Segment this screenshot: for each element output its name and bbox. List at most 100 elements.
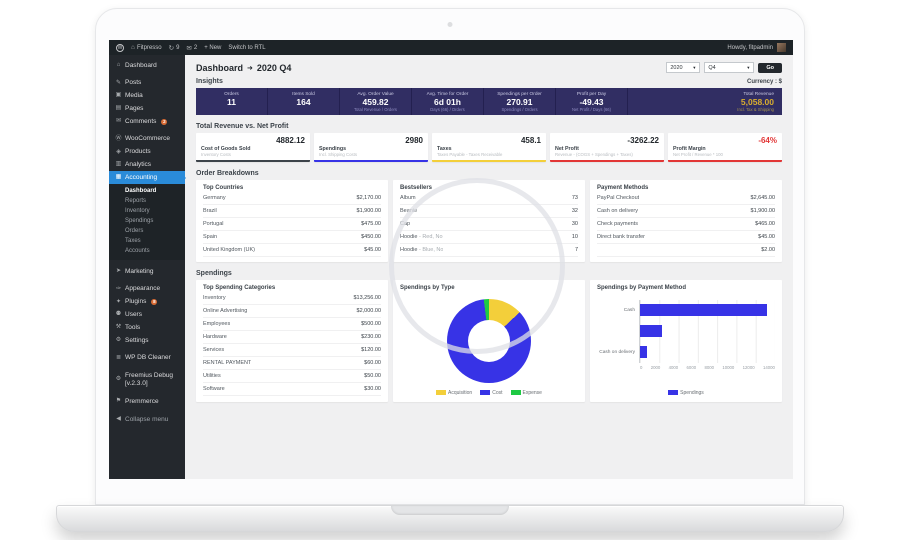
comments-badge: 2 bbox=[161, 118, 168, 125]
legend-swatch-acquisition bbox=[436, 390, 447, 396]
submenu-item-reports[interactable]: Reports bbox=[125, 198, 147, 205]
sidebar-item-wp-db-cleaner[interactable]: ≣ WP DB Cleaner bbox=[109, 352, 185, 365]
card-cost-of-goods-sold: 4882.12 Cost of Goods Sold Inventory Cos… bbox=[196, 132, 310, 162]
page-title: Dashboard ➜ 2020 Q4 bbox=[196, 62, 292, 73]
bar-cash-on-delivery bbox=[640, 346, 647, 359]
bar-legend: Spendings bbox=[597, 388, 775, 397]
table-row: Album 73 bbox=[400, 192, 578, 205]
spendings-by-type-panel: Spendings by Type Acquisition Cost Expen… bbox=[393, 279, 585, 402]
insight-cell-spendings-per-order: Spendings per Order 270.91 Spendings / O… bbox=[484, 88, 555, 115]
quarter-select[interactable]: Q4 ▼ bbox=[704, 62, 755, 73]
bar-cash bbox=[640, 304, 768, 317]
sidebar-item-comments[interactable]: ✉ Comments 2 bbox=[109, 115, 185, 128]
sidebar-item-collapse-menu[interactable]: ◀ Collapse menu bbox=[109, 413, 185, 426]
sidebar-item-woocommerce[interactable]: Ⓦ WooCommerce bbox=[109, 133, 185, 146]
sidebar-item-media[interactable]: ▣ Media bbox=[109, 90, 185, 103]
sidebar-item-plugins[interactable]: ✦ Plugins 8 bbox=[109, 296, 185, 309]
laptop-notch bbox=[391, 506, 509, 515]
home-icon: ⌂ bbox=[131, 44, 135, 51]
new-content-link[interactable]: + New bbox=[204, 44, 222, 51]
bar-chart: Cash Cash on delivery 0 2000 4000 6000 8000 1… bbox=[597, 299, 775, 370]
screen: W ⌂ Fitpresso ↻ 9 ✉ 2 + New Switch to RT… bbox=[109, 40, 793, 479]
submenu-item-accounts[interactable]: Accounts bbox=[125, 248, 150, 255]
arrow-right-icon: ➜ bbox=[247, 64, 253, 72]
laptop-lid: W ⌂ Fitpresso ↻ 9 ✉ 2 + New Switch to RT… bbox=[95, 8, 805, 505]
updates-icon: ↻ bbox=[168, 44, 175, 52]
card-spendings: 2980 Spendings Incl. Shipping Costs bbox=[314, 132, 428, 162]
currency-label: Currency : $ bbox=[746, 78, 782, 85]
table-row: Cash on delivery $1,900.00 bbox=[597, 205, 775, 218]
products-icon: ◈ bbox=[116, 148, 121, 155]
sidebar-item-label: Collapse menu bbox=[125, 415, 169, 423]
submenu-item-taxes[interactable]: Taxes bbox=[125, 238, 141, 245]
woocommerce-icon: Ⓦ bbox=[115, 135, 122, 142]
collapse-arrow-icon: ◀ bbox=[116, 415, 121, 422]
sidebar-item-marketing[interactable]: ➤ Marketing bbox=[109, 265, 185, 278]
sidebar-item-tools[interactable]: ⚒ Tools bbox=[109, 321, 185, 334]
gear-icon: ⚙ bbox=[115, 336, 122, 343]
laptop-camera-icon bbox=[447, 22, 453, 27]
plugins-badge: 8 bbox=[151, 299, 158, 306]
sidebar-item-label: Settings bbox=[125, 336, 149, 344]
site-name-link[interactable]: ⌂ Fitpresso bbox=[131, 44, 162, 51]
sidebar-item-label: Marketing bbox=[125, 267, 154, 275]
insights-band: Orders 11 Items Sold 164 Avg. Order Valu… bbox=[196, 88, 782, 115]
order-breakdown-cards: Top Countries Germany $2,170.00 Brazil $1,… bbox=[196, 179, 782, 262]
sidebar-item-label: Posts bbox=[125, 79, 142, 87]
legend-swatch-spendings bbox=[668, 390, 679, 396]
submenu-item-orders[interactable]: Orders bbox=[125, 228, 144, 235]
sidebar-item-settings[interactable]: ⚙ Settings bbox=[109, 334, 185, 347]
sidebar-item-label: Premmerce bbox=[125, 397, 159, 405]
sidebar-item-dashboard[interactable]: ⌂ Dashboard bbox=[109, 59, 185, 72]
revenue-vs-profit-heading: Total Revenue vs. Net Profit bbox=[196, 122, 289, 130]
submenu-item-spendings[interactable]: Spendings bbox=[125, 218, 154, 225]
submenu-item-inventory[interactable]: Inventory bbox=[125, 208, 150, 215]
table-row: Employees $500.00 bbox=[203, 318, 381, 331]
table-row: Inventory $13,256.00 bbox=[203, 292, 381, 305]
sidebar-item-analytics[interactable]: ▥ Analytics bbox=[109, 159, 185, 172]
legend-swatch-expense bbox=[510, 390, 521, 396]
spendings-cards: Top Spending Categories Inventory $13,256… bbox=[196, 279, 782, 402]
x-axis-ticks: 0 2000 4000 6000 8000 10000 12000 14000 bbox=[640, 364, 775, 370]
wordpress-logo-icon[interactable]: W bbox=[116, 43, 124, 52]
chevron-down-icon: ▼ bbox=[746, 65, 751, 70]
sidebar-item-label: Comments bbox=[125, 117, 157, 125]
pages-icon: ▤ bbox=[115, 105, 122, 112]
avatar[interactable] bbox=[777, 43, 786, 52]
sidebar-item-freemius-debug[interactable]: ⚙ Freemius Debug [v.2.3.0] bbox=[109, 370, 185, 391]
sidebar-item-premmerce[interactable]: ⚑ Premmerce bbox=[109, 395, 185, 408]
sidebar-item-appearance[interactable]: ✑ Appearance bbox=[109, 283, 185, 296]
top-countries-panel: Top Countries Germany $2,170.00 Brazil $1,… bbox=[196, 179, 388, 262]
bestsellers-panel: Bestsellers Album 73 Beanie 32 Cap 30 Hoodi… bbox=[393, 179, 585, 262]
go-button[interactable]: Go bbox=[758, 62, 782, 73]
year-select[interactable]: 2020 ▼ bbox=[666, 62, 701, 73]
sidebar-item-pages[interactable]: ▤ Pages bbox=[109, 102, 185, 115]
table-row: Germany $2,170.00 bbox=[203, 192, 381, 205]
sidebar-item-posts[interactable]: ✎ Posts bbox=[109, 77, 185, 90]
sidebar-item-label: Pages bbox=[125, 104, 144, 112]
table-row: $2.00 bbox=[597, 244, 775, 257]
tools-icon: ⚒ bbox=[115, 324, 122, 331]
sidebar-item-users[interactable]: ⚉ Users bbox=[109, 309, 185, 322]
media-icon: ▣ bbox=[115, 92, 122, 99]
table-row: Software $30.00 bbox=[203, 383, 381, 396]
top-spending-categories-panel: Top Spending Categories Inventory $13,256… bbox=[196, 279, 388, 402]
comments-link[interactable]: ✉ 2 bbox=[186, 44, 197, 52]
switch-rtl-link[interactable]: Switch to RTL bbox=[228, 44, 266, 51]
gear-icon: ⚙ bbox=[115, 376, 122, 383]
updates-link[interactable]: ↻ 9 bbox=[169, 44, 180, 52]
insight-cell-avg-time: Avg. Time for Order 6d 01h Days (66) / O… bbox=[412, 88, 483, 115]
table-row: Check payments $465.00 bbox=[597, 218, 775, 231]
sidebar-item-label: Users bbox=[125, 311, 142, 319]
howdy-account-link[interactable]: Howdy, fitpadmin bbox=[727, 44, 773, 51]
users-icon: ⚉ bbox=[115, 311, 122, 318]
table-row: PayPal Checkout $2,645.00 bbox=[597, 192, 775, 205]
comments-icon: ✉ bbox=[115, 117, 122, 124]
card-net-profit: -3262.22 Net Profit Revenue - (COGS + Sp… bbox=[550, 132, 664, 162]
sidebar-item-accounting[interactable]: ▦ Accounting bbox=[109, 171, 185, 185]
submenu-item-dashboard[interactable]: Dashboard bbox=[125, 188, 157, 195]
table-row: Direct bank transfer $45.00 bbox=[597, 231, 775, 244]
database-icon: ≣ bbox=[115, 354, 122, 361]
sidebar-item-products[interactable]: ◈ Products bbox=[109, 146, 185, 159]
card-profit-margin: -64% Profit Margin Net Profit / Revenue … bbox=[668, 132, 782, 162]
